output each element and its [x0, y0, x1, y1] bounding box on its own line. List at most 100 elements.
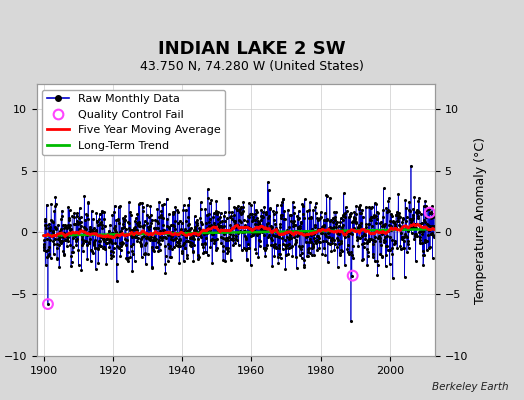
Point — [278, 234, 287, 241]
Point — [420, 216, 428, 223]
Point — [324, 234, 333, 240]
Point — [132, 234, 140, 240]
Point — [181, 234, 190, 240]
Point — [103, 234, 111, 240]
Point — [296, 252, 304, 258]
Point — [154, 248, 162, 254]
Point — [358, 206, 366, 213]
Point — [64, 224, 73, 230]
Point — [183, 228, 191, 234]
Point — [92, 266, 100, 272]
Point — [372, 201, 380, 207]
Point — [47, 201, 56, 207]
Point — [93, 218, 102, 224]
Point — [176, 243, 184, 250]
Point — [106, 222, 114, 228]
Point — [239, 245, 248, 252]
Point — [126, 254, 135, 260]
Point — [292, 265, 301, 272]
Point — [393, 212, 401, 218]
Point — [52, 225, 60, 232]
Point — [387, 210, 395, 217]
Point — [188, 231, 196, 238]
Point — [146, 237, 154, 244]
Point — [117, 228, 125, 235]
Point — [110, 208, 118, 215]
Point — [301, 239, 310, 245]
Point — [96, 243, 104, 249]
Point — [289, 218, 298, 224]
Point — [198, 220, 206, 227]
Point — [199, 243, 207, 250]
Point — [213, 216, 222, 222]
Point — [83, 256, 91, 263]
Point — [255, 237, 264, 244]
Point — [111, 202, 119, 209]
Point — [232, 205, 240, 211]
Point — [414, 198, 423, 204]
Point — [228, 232, 237, 238]
Point — [314, 226, 322, 232]
Point — [94, 245, 103, 252]
Point — [89, 250, 97, 256]
Point — [314, 216, 323, 223]
Point — [165, 224, 173, 231]
Point — [99, 225, 107, 232]
Point — [339, 222, 347, 228]
Point — [110, 225, 118, 232]
Point — [275, 242, 283, 248]
Point — [183, 255, 191, 261]
Point — [209, 222, 217, 229]
Point — [428, 230, 436, 236]
Point — [41, 248, 50, 254]
Point — [192, 222, 201, 228]
Point — [329, 214, 337, 221]
Point — [355, 206, 363, 212]
Point — [53, 255, 61, 261]
Point — [226, 222, 235, 228]
Point — [216, 214, 224, 220]
Point — [399, 226, 407, 233]
Point — [286, 232, 294, 238]
Point — [135, 223, 143, 229]
Point — [177, 220, 185, 226]
Point — [419, 227, 427, 234]
Point — [85, 238, 93, 245]
Point — [427, 209, 435, 215]
Point — [92, 226, 100, 233]
Point — [304, 252, 312, 259]
Point — [381, 242, 390, 249]
Point — [269, 207, 278, 214]
Point — [122, 242, 130, 248]
Point — [248, 218, 256, 224]
Point — [170, 236, 179, 242]
Point — [364, 252, 372, 259]
Point — [139, 223, 148, 229]
Point — [354, 243, 363, 249]
Point — [401, 232, 409, 239]
Point — [342, 230, 351, 236]
Point — [216, 218, 224, 225]
Point — [362, 204, 370, 210]
Point — [236, 218, 244, 224]
Point — [171, 226, 179, 232]
Point — [353, 237, 362, 243]
Point — [80, 224, 89, 231]
Point — [286, 212, 294, 218]
Point — [302, 232, 311, 239]
Point — [123, 231, 132, 237]
Point — [305, 250, 314, 256]
Point — [130, 258, 139, 264]
Point — [50, 241, 58, 247]
Point — [363, 262, 372, 269]
Point — [321, 231, 329, 237]
Point — [93, 218, 101, 225]
Point — [425, 206, 433, 213]
Point — [269, 232, 277, 238]
Point — [237, 247, 246, 253]
Point — [415, 229, 423, 235]
Point — [178, 231, 186, 237]
Point — [212, 246, 220, 253]
Point — [195, 232, 204, 239]
Point — [429, 211, 438, 217]
